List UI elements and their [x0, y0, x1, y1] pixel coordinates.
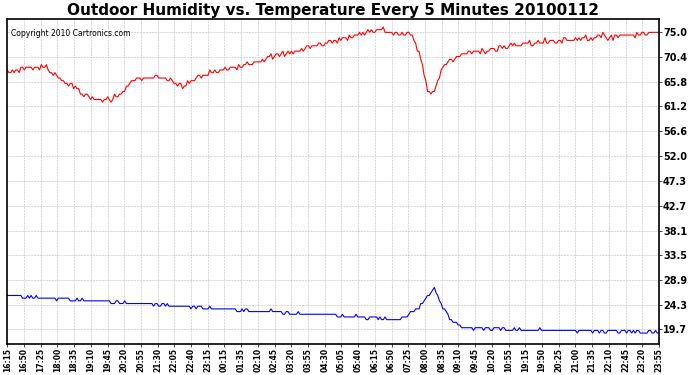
Text: Copyright 2010 Cartronics.com: Copyright 2010 Cartronics.com	[10, 29, 130, 38]
Title: Outdoor Humidity vs. Temperature Every 5 Minutes 20100112: Outdoor Humidity vs. Temperature Every 5…	[67, 3, 599, 18]
